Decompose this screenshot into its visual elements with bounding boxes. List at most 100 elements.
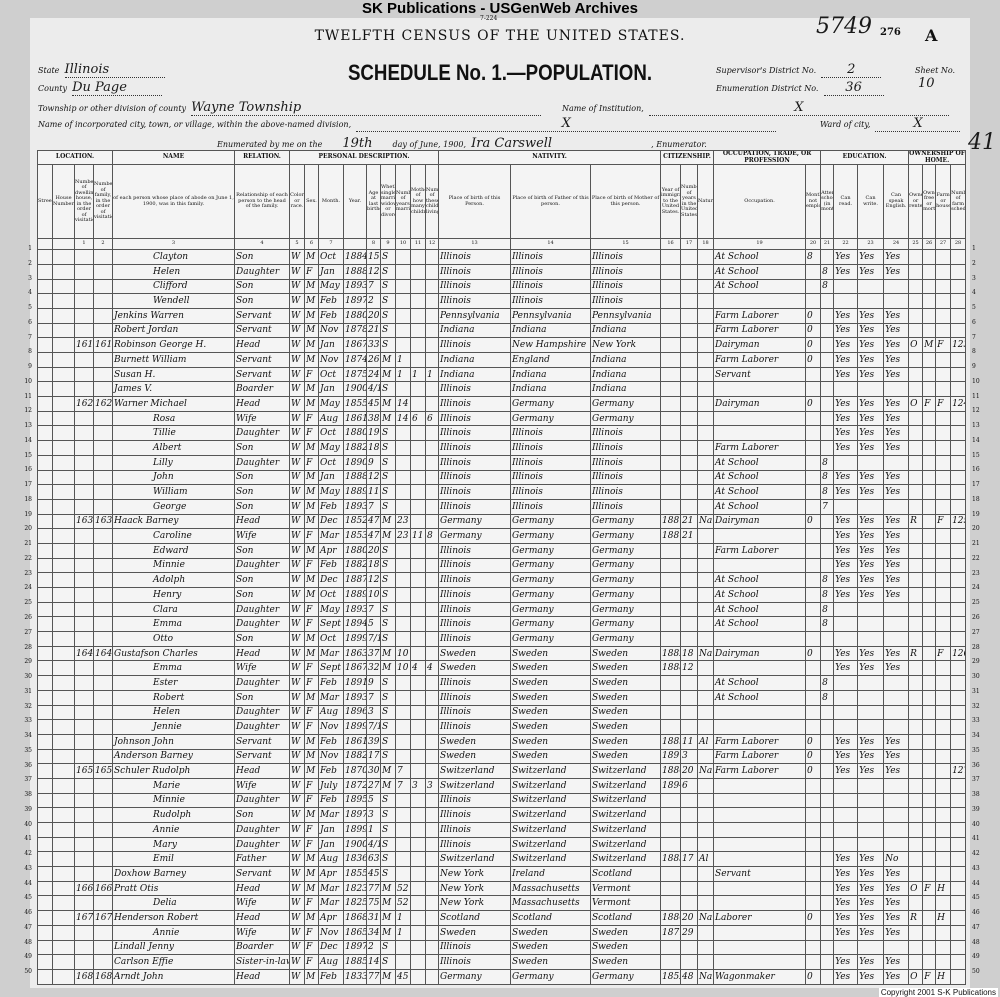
table-cell: Boarder [234,381,290,398]
table-cell: 1899 [343,719,367,735]
table-cell [37,822,53,838]
line-number: 23 [24,569,32,577]
table-cell [52,322,75,339]
column-number: 13 [438,238,511,251]
table-cell [805,587,822,603]
table-cell: 1 [366,822,381,838]
table-cell: Germany [510,513,591,530]
table-cell: M [922,337,937,353]
table-cell: Germany [510,601,591,618]
table-cell [93,454,113,471]
table-cell: Feb [318,763,344,779]
table-cell: 167 [74,910,94,926]
table-row: Burnett William Servant W M Nov 1874 26 M 1 India… [37,352,967,368]
table-cell [410,954,426,970]
table-cell: 26 [366,352,381,368]
table-cell [660,542,682,559]
line-number: 48 [972,938,980,946]
table-cell [713,704,807,721]
table-cell [697,675,715,691]
table-cell: 1 [395,352,411,368]
table-cell: 0 [805,748,822,765]
table-cell [950,822,967,838]
table-cell: 1871 [660,924,682,941]
table-cell [935,440,952,456]
table-cell [410,924,426,941]
table-row: Anderson Barney Servant W M Nov 1882 17 S Sweden… [37,748,967,765]
table-cell [805,704,822,721]
table-cell: Na [697,763,715,779]
table-cell: Yes [833,851,859,868]
table-cell: Sweden [510,689,591,706]
table-cell [922,631,937,647]
table-cell [395,587,411,603]
table-cell: Laborer [713,910,807,926]
table-cell: Illinois [438,263,511,280]
column-number: 22 [833,238,859,251]
table-cell [935,484,952,500]
table-cell [805,777,822,794]
table-cell: At School [713,587,807,603]
table-cell: 18 [680,645,699,662]
table-cell [680,425,699,442]
table-cell: Yes [883,366,910,383]
table-cell [74,601,94,618]
table-cell: F [922,968,937,985]
table-cell: Germany [589,616,662,633]
table-cell: Yes [857,352,885,368]
table-cell: 1855 [343,396,367,412]
table-cell: 0 [805,733,822,750]
table-cell [883,704,910,721]
table-cell [93,572,113,588]
table-cell [74,440,94,456]
line-number: 37 [24,776,32,784]
table-cell: 3 [425,777,439,794]
table-cell [74,572,94,588]
table-cell [922,293,937,309]
table-cell: 7 [366,278,381,295]
table-cell: At School [713,498,807,515]
table-cell [697,366,715,383]
table-cell [37,660,53,677]
table-cell: 1884 [343,249,367,265]
table-cell: Switzerland [589,777,662,794]
table-cell [950,572,967,588]
table-cell: 34 [366,924,381,941]
table-cell: 0 [805,396,822,412]
copyright: Copyright 2001 S-K Publications [878,988,998,997]
table-row: Edward Son W M Apr 1880 20 S Illinois Germany Germ… [37,542,967,559]
table-cell: Germany [589,396,662,412]
table-cell [37,968,53,985]
table-cell [883,498,910,515]
table-cell [950,704,967,721]
table-cell: W [289,939,305,956]
table-cell: 1880 [343,425,367,442]
group-occupation: OCCUPATION, TRADE, OR PROFESSION [713,149,822,166]
table-cell [935,498,952,515]
table-cell [680,542,699,559]
table-cell: 1885 [343,954,367,970]
table-cell: S [380,689,396,706]
table-cell: Yes [857,513,885,530]
table-row: 166 166 Pratt Otis Head W M Mar 1823 77 M 52 New Yo… [37,880,967,897]
table-cell: Indiana [438,366,511,383]
table-cell: 1895 [343,792,367,809]
table-cell [425,807,439,823]
table-cell [74,484,94,500]
table-cell [908,689,924,706]
table-cell [820,748,835,765]
table-cell: S [380,381,396,398]
line-number: 38 [972,791,980,799]
table-cell: 7 [395,763,411,779]
table-cell [950,601,967,618]
table-cell: Servant [234,307,290,324]
table-cell: S [380,263,396,280]
table-cell: Switzerland [438,763,511,779]
table-cell: Sweden [589,645,662,662]
table-cell [660,601,682,618]
table-cell: W [289,337,305,353]
table-cell [410,263,426,280]
table-cell [908,748,924,765]
column-header: Place of birth of this Person. [438,164,511,240]
table-cell [660,954,682,970]
